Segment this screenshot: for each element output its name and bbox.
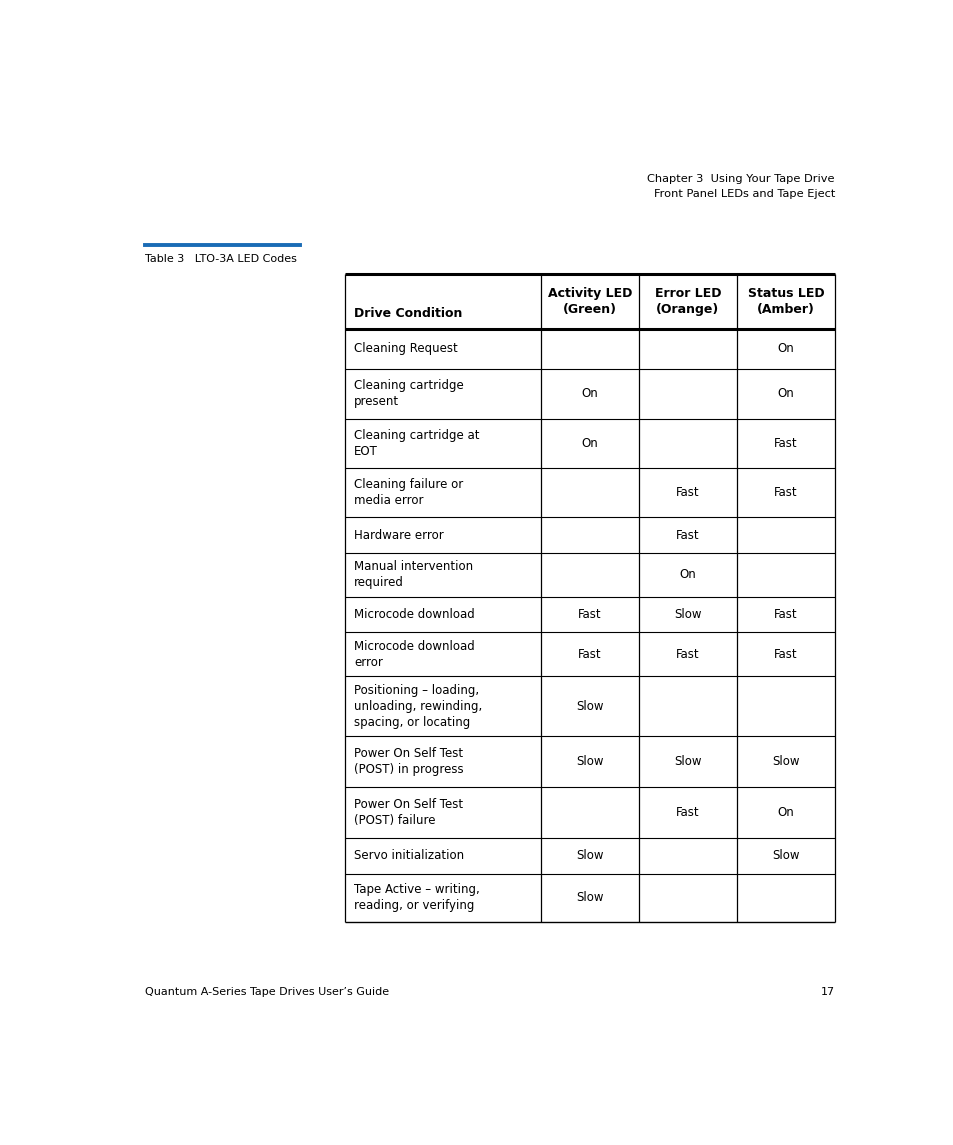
Text: Tape Active – writing,
reading, or verifying: Tape Active – writing, reading, or verif…: [354, 883, 479, 913]
Text: Fast: Fast: [578, 608, 601, 621]
Text: Fast: Fast: [578, 648, 601, 661]
Text: On: On: [581, 387, 598, 401]
Text: Slow: Slow: [771, 850, 799, 862]
Text: Fast: Fast: [773, 648, 797, 661]
Text: Activity LED
(Green): Activity LED (Green): [547, 287, 632, 316]
Text: Power On Self Test
(POST) in progress: Power On Self Test (POST) in progress: [354, 747, 463, 776]
Text: Power On Self Test
(POST) failure: Power On Self Test (POST) failure: [354, 798, 463, 827]
Text: Slow: Slow: [674, 608, 700, 621]
Text: Slow: Slow: [576, 700, 603, 712]
Text: On: On: [581, 437, 598, 450]
Text: Chapter 3  Using Your Tape Drive: Chapter 3 Using Your Tape Drive: [647, 174, 834, 184]
Text: Quantum A-Series Tape Drives User’s Guide: Quantum A-Series Tape Drives User’s Guid…: [145, 987, 389, 997]
Text: Fast: Fast: [773, 608, 797, 621]
Text: 17: 17: [820, 987, 834, 997]
Text: Slow: Slow: [576, 850, 603, 862]
Text: Cleaning Request: Cleaning Request: [354, 342, 457, 355]
Text: On: On: [679, 568, 696, 582]
Text: Cleaning cartridge
present: Cleaning cartridge present: [354, 379, 463, 409]
Text: Fast: Fast: [773, 437, 797, 450]
Text: Slow: Slow: [771, 755, 799, 768]
Text: Fast: Fast: [676, 487, 699, 499]
Text: Cleaning cartridge at
EOT: Cleaning cartridge at EOT: [354, 429, 479, 458]
Text: Fast: Fast: [676, 806, 699, 819]
Text: Slow: Slow: [576, 891, 603, 905]
Text: Positioning – loading,
unloading, rewinding,
spacing, or locating: Positioning – loading, unloading, rewind…: [354, 684, 482, 728]
Text: Servo initialization: Servo initialization: [354, 850, 464, 862]
Text: Microcode download: Microcode download: [354, 608, 475, 621]
Text: Status LED
(Amber): Status LED (Amber): [747, 287, 823, 316]
Text: Manual intervention
required: Manual intervention required: [354, 560, 473, 590]
Text: Fast: Fast: [773, 487, 797, 499]
Text: Table 3   LTO-3A LED Codes: Table 3 LTO-3A LED Codes: [145, 254, 296, 263]
Text: On: On: [777, 387, 794, 401]
Text: Drive Condition: Drive Condition: [354, 307, 462, 319]
Text: Front Panel LEDs and Tape Eject: Front Panel LEDs and Tape Eject: [653, 189, 834, 198]
Text: Fast: Fast: [676, 529, 699, 542]
Text: On: On: [777, 806, 794, 819]
Text: Fast: Fast: [676, 648, 699, 661]
Text: Slow: Slow: [576, 755, 603, 768]
Text: Hardware error: Hardware error: [354, 529, 444, 542]
Text: Error LED
(Orange): Error LED (Orange): [654, 287, 720, 316]
Text: Slow: Slow: [674, 755, 700, 768]
Text: Cleaning failure or
media error: Cleaning failure or media error: [354, 479, 463, 507]
Text: Microcode download
error: Microcode download error: [354, 640, 475, 669]
Text: On: On: [777, 342, 794, 355]
